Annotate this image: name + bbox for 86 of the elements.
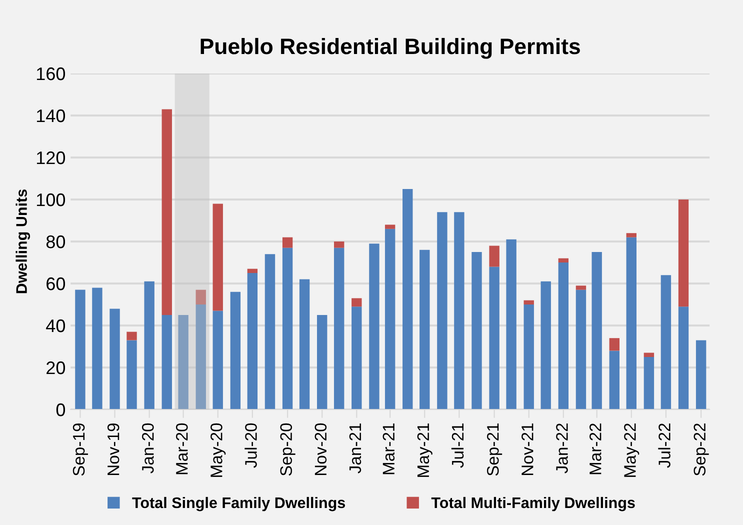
bar [384,228,396,410]
y-tick-label: 120 [36,151,66,164]
bar [696,340,706,410]
bar [317,315,328,410]
bar [299,279,310,410]
bar [609,350,620,410]
bar [264,254,276,410]
x-tick-label: Jan-22 [556,424,568,474]
bar [384,224,396,229]
x-tick-label: Jul-21 [451,424,464,468]
bar [196,290,206,304]
bar [126,340,137,410]
y-tick-label: 160 [36,67,66,80]
x-tick-label: Nov-21 [522,424,534,476]
x-tick-label: Mar-21 [382,424,395,474]
bar [524,304,534,410]
x-tick-label: Sep-22 [694,424,709,476]
bar [352,306,362,410]
bar [506,239,516,410]
bar [678,200,689,307]
bar [472,252,482,410]
x-tick-label: May-21 [417,424,432,477]
bar [644,357,654,410]
bar [369,244,380,410]
bar [489,246,500,267]
bar [230,292,241,410]
bar [334,248,344,410]
y-tick-label: 80 [46,235,66,248]
bar [524,300,534,304]
bar [126,332,137,340]
bar [282,237,293,248]
bar [144,281,154,410]
x-tick-label: May-22 [624,424,640,477]
x-tick-label: Sep-19 [72,423,88,476]
bar [592,252,602,410]
bar [162,315,172,410]
bar [420,250,430,410]
y-tick-label: 20 [46,361,66,374]
bar [92,288,102,410]
bar [678,306,689,410]
bar [212,310,223,410]
x-tick-label: Nov-20 [314,423,327,476]
bar [558,262,569,410]
bar [437,212,448,410]
bar [402,189,413,410]
y-tick-label: 60 [46,277,66,290]
legend-label: Total Single Family Dwellings [132,496,346,512]
bar [352,298,362,307]
y-tick-label: 0 [56,403,66,416]
x-tick-label: May-20 [210,423,226,477]
y-tick-label: 40 [46,319,66,332]
bar [282,248,293,410]
bar [247,268,258,273]
bar [576,290,586,410]
bar [162,109,172,315]
x-tick-label: Jul-20 [244,423,257,468]
bar [247,273,258,410]
bar [558,258,569,262]
bar [489,266,500,410]
bar [609,338,620,351]
bar [540,281,551,410]
bar [644,352,654,357]
bar [576,286,586,290]
y-tick-label: 140 [36,109,66,122]
x-tick-label: Sep-20 [280,423,296,476]
x-tick-label: Sep-21 [486,424,502,476]
bar [454,212,464,410]
x-tick-label: Jul-22 [658,424,670,468]
chart-title: Pueblo Residential Building Permits [200,38,580,59]
x-tick-label: Nov-19 [107,423,120,476]
y-tick-label: 100 [36,193,66,206]
bar [626,237,636,410]
x-tick-label: Jan-20 [142,423,154,474]
bar [660,275,672,410]
bar [212,204,223,311]
bar [75,290,86,410]
x-tick-label: Mar-20 [176,423,188,474]
bar [178,315,188,410]
x-tick-label: Jan-21 [349,424,362,474]
bar [110,308,120,410]
bar [626,233,636,238]
bar [334,242,344,248]
bar [196,304,206,410]
legend-label: Total Multi-Family Dwellings [431,496,635,512]
x-tick-label: Mar-22 [590,424,602,474]
y-axis-title: Dwelling Units [16,190,30,294]
